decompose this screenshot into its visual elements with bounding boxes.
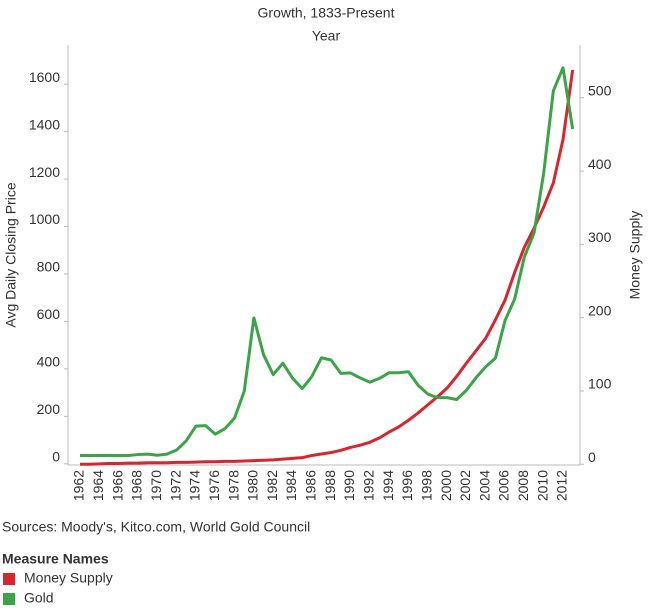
y-tick-label: 1600	[29, 69, 60, 85]
y-axis-title: Avg Daily Closing Price	[3, 182, 19, 327]
legend-swatch	[3, 573, 15, 585]
x-tick-label: 1988	[322, 470, 338, 501]
x-tick-label: 1980	[245, 470, 261, 501]
x-tick-label: 1996	[399, 470, 415, 501]
y-tick-label: 800	[37, 259, 61, 275]
x-tick-label: 1966	[109, 470, 125, 501]
x-tick-label: 1990	[341, 470, 357, 501]
x-tick-label: 1970	[148, 470, 164, 501]
x-tick-label: 1976	[206, 470, 222, 501]
x-tick-label: 2000	[438, 470, 454, 501]
x-tick-label: 1992	[361, 470, 377, 501]
y2-tick-label: 400	[588, 156, 612, 172]
x-tick-label: 2002	[457, 470, 473, 501]
x-tick-label: 1964	[90, 470, 106, 501]
x-tick-label: 2010	[534, 470, 550, 501]
chart-title: Growth, 1833-Present	[258, 5, 395, 21]
x-tick-label: 1972	[167, 470, 183, 501]
x-tick-label: 1984	[283, 470, 299, 501]
x-tick-label: 1978	[225, 470, 241, 501]
line-series	[80, 69, 575, 466]
y2-axis-title: Money Supply	[627, 211, 643, 300]
x-tick-label: 1982	[264, 470, 280, 501]
y-tick-label: 600	[37, 306, 61, 322]
legend-swatch	[3, 593, 15, 605]
legend-label: Money Supply	[24, 570, 113, 586]
y2-tick-label: 100	[588, 376, 612, 392]
y-tick-label: 200	[37, 401, 61, 417]
x-tick-label: 1998	[418, 470, 434, 501]
legend-label: Gold	[24, 590, 54, 606]
y2-tick-label: 0	[588, 449, 596, 465]
y-tick-label: 0	[52, 449, 60, 465]
x-tick-label: 1962	[71, 470, 87, 501]
x-tick-label: 1968	[129, 470, 145, 501]
source-note: Sources: Moody's, Kitco.com, World Gold …	[2, 519, 310, 535]
x-tick-label: 2012	[554, 470, 570, 501]
y-tick-label: 400	[37, 354, 61, 370]
line-series	[80, 66, 575, 458]
x-tick-label: 2006	[496, 470, 512, 501]
x-tick-label: 2008	[515, 470, 531, 501]
x-tick-label: 1974	[187, 470, 203, 501]
legend-title: Measure Names	[2, 551, 109, 567]
x-axis-title: Year	[312, 28, 341, 44]
y-tick-label: 1400	[29, 116, 60, 132]
y2-tick-label: 500	[588, 82, 612, 98]
y-tick-label: 1000	[29, 211, 60, 227]
y2-tick-label: 300	[588, 229, 612, 245]
y-tick-label: 1200	[29, 164, 60, 180]
x-tick-label: 1986	[303, 470, 319, 501]
y2-tick-label: 200	[588, 302, 612, 318]
x-tick-label: 1994	[380, 470, 396, 501]
x-tick-label: 2004	[476, 470, 492, 501]
